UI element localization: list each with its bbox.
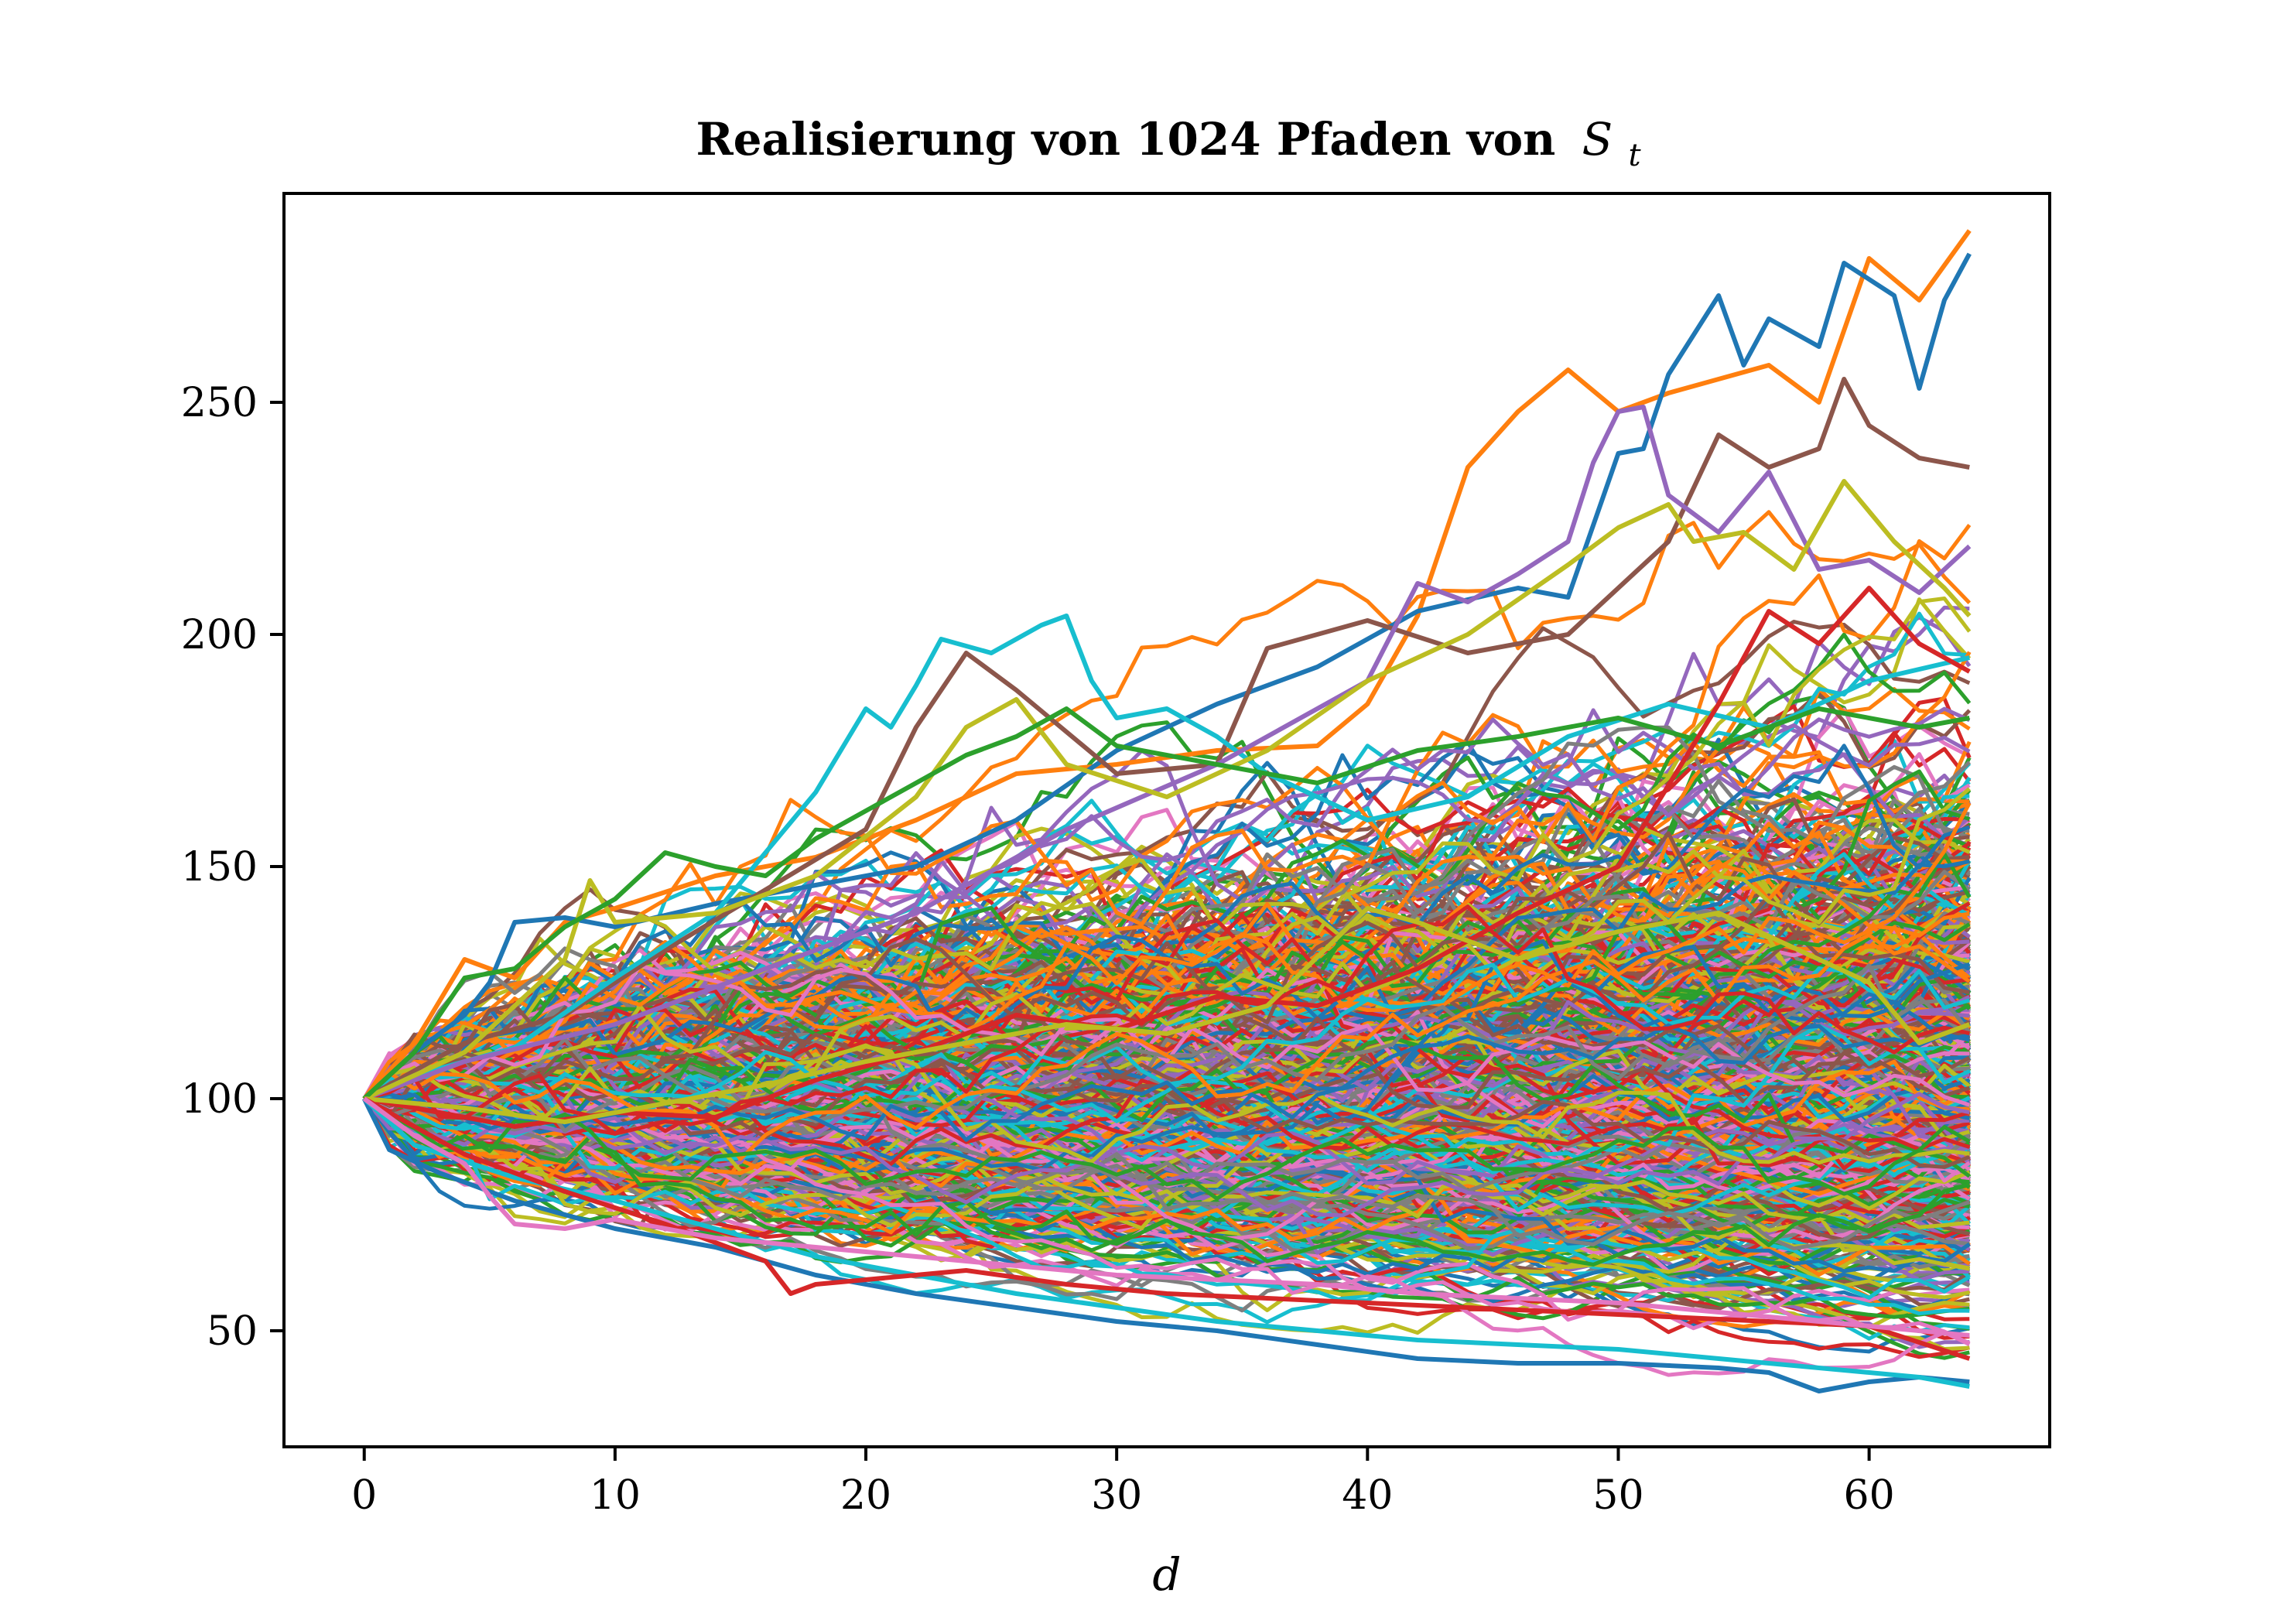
x-tick-label: 50 bbox=[1592, 1472, 1643, 1519]
highlighted-series-path bbox=[362, 1096, 1970, 1389]
series-path bbox=[364, 904, 1970, 1136]
series-path bbox=[364, 1082, 1971, 1377]
series-path bbox=[364, 524, 1972, 1101]
highlighted-series-path bbox=[362, 706, 1970, 1101]
series-path bbox=[362, 1092, 1970, 1218]
highlighted-series-path bbox=[364, 906, 1971, 1124]
series-path bbox=[364, 802, 1972, 1101]
y-tick-label: 200 bbox=[181, 612, 258, 658]
y-tick-label: 100 bbox=[181, 1076, 258, 1123]
series-path bbox=[363, 1096, 1970, 1241]
chart-title-subscript: t bbox=[1628, 138, 1641, 173]
highlighted-paths bbox=[362, 229, 1972, 1393]
series-path bbox=[364, 1023, 1970, 1142]
series-path bbox=[363, 862, 1970, 1101]
series-path bbox=[362, 933, 1971, 1161]
series-path bbox=[363, 1037, 1971, 1193]
series-path bbox=[363, 962, 1971, 1123]
y-tick-label: 50 bbox=[207, 1308, 258, 1355]
series-path bbox=[364, 939, 1971, 1172]
series-path bbox=[363, 1096, 1971, 1241]
y-tick-label: 150 bbox=[181, 844, 258, 891]
highlighted-series-path bbox=[363, 1096, 1971, 1361]
x-axis: 0 10 20 30 40 50 60 bbox=[351, 1447, 1895, 1519]
series-path bbox=[364, 1053, 1970, 1217]
highlighted-series-path bbox=[363, 405, 1972, 1101]
highlighted-series-path bbox=[362, 1097, 1970, 1393]
chart-title-symbol: S bbox=[1582, 113, 1613, 166]
axes-frame bbox=[282, 192, 2051, 1448]
highlighted-series-path bbox=[363, 479, 1972, 1101]
series-path bbox=[362, 956, 1971, 1100]
y-tick-label: 250 bbox=[181, 380, 258, 426]
x-axis-label: d bbox=[1152, 1548, 1181, 1601]
y-axis: 50 100 150 200 250 bbox=[181, 380, 284, 1355]
chart-title-text: Realisierung von 1024 Pfaden von bbox=[696, 113, 1555, 166]
highlighted-series-path bbox=[364, 586, 1971, 1129]
x-tick-label: 10 bbox=[590, 1472, 641, 1519]
series-path bbox=[364, 1096, 1971, 1303]
series-path bbox=[362, 1097, 1970, 1267]
series-path bbox=[364, 958, 1970, 1136]
series-path bbox=[364, 1059, 1970, 1188]
x-tick-label: 0 bbox=[351, 1472, 377, 1519]
chart-title: Realisierung von 1024 Pfaden von S t bbox=[696, 113, 1641, 173]
x-tick-label: 30 bbox=[1091, 1472, 1142, 1519]
highlighted-series-path bbox=[362, 1096, 1970, 1338]
x-tick-label: 20 bbox=[840, 1472, 891, 1519]
highlighted-series-path bbox=[363, 377, 1970, 1101]
highlighted-series-path bbox=[362, 252, 1972, 1101]
x-tick-label: 60 bbox=[1844, 1472, 1895, 1519]
series-path bbox=[362, 963, 1971, 1107]
series-path bbox=[363, 937, 1971, 1109]
series-path bbox=[363, 1096, 1971, 1201]
x-tick-label: 40 bbox=[1342, 1472, 1393, 1519]
series-path bbox=[363, 1041, 1971, 1184]
